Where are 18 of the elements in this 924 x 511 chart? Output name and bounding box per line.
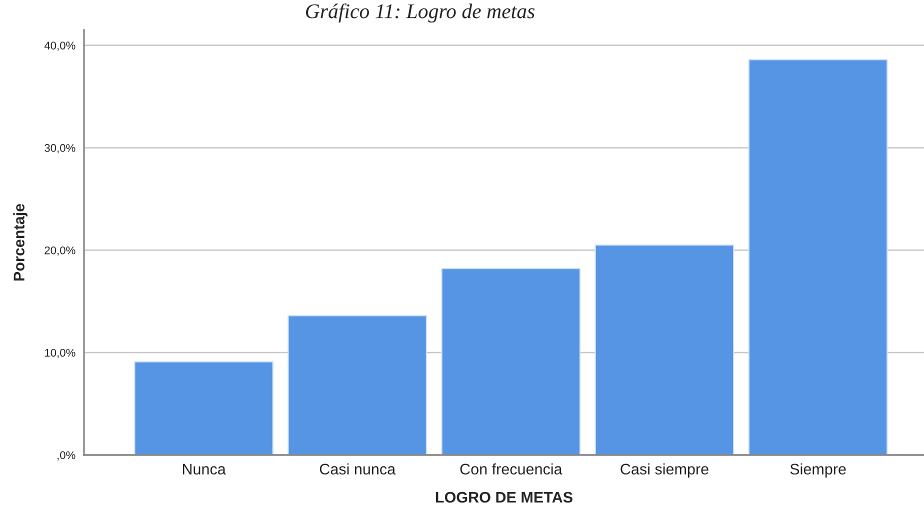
- x-tick-label: Siempre: [790, 463, 846, 478]
- y-tick-label: 40,0%: [44, 42, 76, 51]
- chart-title: Gráfico 11: Logro de metas: [306, 3, 535, 23]
- y-tick-label: ,0%: [58, 451, 76, 460]
- y-tick-label: 30,0%: [44, 144, 76, 154]
- bar: [441, 268, 581, 455]
- bar: [134, 361, 274, 455]
- y-axis-title: Porcentaje: [13, 204, 28, 281]
- bar: [594, 244, 734, 455]
- bar: [288, 315, 428, 455]
- x-tick-label: Casi siempre: [620, 463, 708, 478]
- y-tick-label: 10,0%: [45, 348, 76, 358]
- x-tick-label: Nunca: [182, 464, 226, 475]
- x-tick-label: Con frecuencia: [460, 463, 562, 475]
- x-tick-label: Casi nunca: [320, 463, 396, 475]
- bar: [748, 59, 888, 455]
- y-tick-label: 20,0%: [44, 246, 76, 256]
- x-axis-title: LOGRO DE METAS: [436, 492, 572, 503]
